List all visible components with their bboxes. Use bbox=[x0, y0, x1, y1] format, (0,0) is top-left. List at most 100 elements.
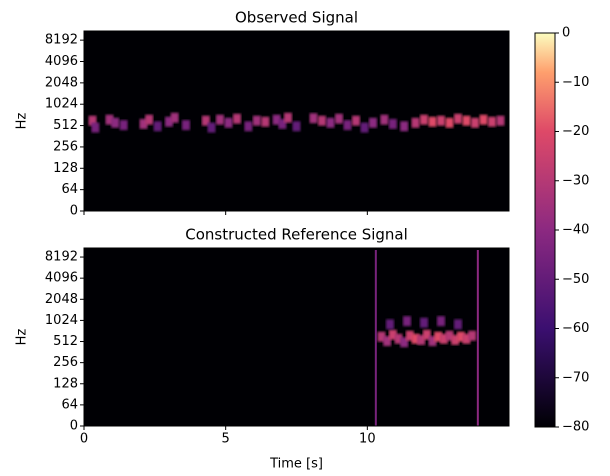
spectrogram-cell bbox=[428, 336, 437, 347]
spectrogram-cell bbox=[318, 115, 326, 126]
plot-frame bbox=[83, 30, 510, 212]
y-tick-label: 64 bbox=[61, 182, 78, 197]
colorbar-tick-label: −10 bbox=[562, 75, 589, 90]
colorbar-tick-label: 0 bbox=[562, 26, 570, 41]
spectrogram-cell bbox=[216, 114, 224, 125]
spectrogram-cell bbox=[388, 329, 397, 340]
spectrogram-cell bbox=[417, 334, 426, 345]
spectrogram-cell bbox=[360, 122, 369, 133]
spectrogram-cell bbox=[111, 117, 120, 128]
click-line bbox=[476, 250, 479, 426]
spectrogram-cell bbox=[91, 122, 100, 133]
spectrogram-cell bbox=[88, 115, 97, 126]
spectrogram-cell bbox=[386, 319, 394, 330]
y-axis-label: Hz bbox=[15, 329, 30, 346]
y-tick-label: 0 bbox=[70, 419, 78, 434]
spectrogram-cell bbox=[369, 117, 377, 128]
spectrogram-cell bbox=[462, 115, 471, 126]
spectrogram-cell bbox=[428, 116, 437, 127]
spectrogram-cell bbox=[479, 114, 488, 125]
y-tick-label: 8192 bbox=[45, 250, 78, 265]
spectrogram-cell bbox=[454, 319, 462, 330]
colorbar-tick-label: −70 bbox=[562, 370, 589, 385]
spectrogram-cell bbox=[439, 333, 448, 344]
spectrogram-cell bbox=[383, 336, 392, 347]
colorbar-tick-label: −60 bbox=[562, 321, 589, 336]
y-tick-label: 512 bbox=[53, 118, 78, 133]
colorbar-tick-label: −20 bbox=[562, 124, 589, 139]
y-tick-label: 1024 bbox=[45, 97, 78, 112]
x-axis-label: Time [s] bbox=[269, 457, 323, 472]
spectrogram-cell bbox=[462, 333, 471, 344]
spectrogram-cell bbox=[420, 317, 428, 328]
spectrogram-cell bbox=[400, 121, 409, 132]
spectrogram-cell bbox=[261, 116, 270, 127]
spectrogram-cell bbox=[284, 112, 292, 123]
spectrogram-cell bbox=[224, 117, 233, 128]
spectrogram-cell bbox=[496, 115, 505, 126]
y-tick-label: 128 bbox=[53, 161, 78, 176]
spectrogram-cell bbox=[468, 330, 477, 341]
spectrogram-cell bbox=[292, 121, 301, 132]
y-tick-label: 128 bbox=[53, 376, 78, 391]
spectrogram-cell bbox=[422, 329, 431, 340]
panel-title: Constructed Reference Signal bbox=[185, 226, 408, 244]
colorbar-tick-label: −30 bbox=[562, 173, 589, 188]
y-tick-label: 1024 bbox=[45, 313, 78, 328]
spectrogram-cell bbox=[437, 115, 445, 126]
y-tick-label: 256 bbox=[53, 139, 78, 154]
spectrogram-cell bbox=[380, 114, 389, 125]
spectrogram-cell bbox=[105, 114, 114, 125]
spectrogram-cell bbox=[153, 121, 162, 132]
x-tick-label: 10 bbox=[359, 432, 376, 447]
spectrogram-cell bbox=[272, 114, 281, 125]
spectrogram-cell bbox=[252, 115, 261, 126]
spectrogram-cell bbox=[434, 331, 443, 342]
y-axis-label: Hz bbox=[15, 113, 30, 130]
y-tick-label: 4096 bbox=[45, 54, 78, 69]
spectrogram-cell bbox=[411, 333, 420, 344]
spectrogram-cell bbox=[309, 113, 318, 124]
spectrogram-cell bbox=[388, 118, 397, 129]
spectrogram-cell bbox=[139, 118, 148, 129]
spectrogram-cell bbox=[145, 114, 154, 125]
spectrogram-cell bbox=[182, 120, 190, 131]
colorbar-tick-label: −80 bbox=[562, 420, 589, 435]
y-tick-label: 4096 bbox=[45, 271, 78, 286]
spectrogram-cell bbox=[326, 117, 335, 128]
spectrogram-cell bbox=[400, 337, 409, 348]
spectrogram-cell bbox=[165, 116, 173, 127]
spectrogram-cell bbox=[201, 115, 210, 126]
panel-title: Observed Signal bbox=[235, 9, 358, 27]
spectrogram-cell bbox=[119, 120, 128, 131]
spectrogram-cell bbox=[394, 333, 403, 344]
spectrogram-cell bbox=[278, 118, 287, 129]
spectrogram-cell bbox=[445, 117, 454, 128]
x-tick-label: 5 bbox=[222, 432, 230, 447]
colorbar bbox=[534, 32, 556, 428]
spectrogram-cell bbox=[454, 113, 462, 124]
spectrogram-cell bbox=[343, 120, 352, 131]
spectrogram-cell bbox=[456, 331, 465, 342]
y-tick-label: 8192 bbox=[45, 33, 78, 48]
y-tick-label: 0 bbox=[70, 204, 78, 219]
y-tick-label: 256 bbox=[53, 355, 78, 370]
y-tick-label: 64 bbox=[61, 397, 78, 412]
colorbar-tick-label: −40 bbox=[562, 223, 589, 238]
spectrogram-cell bbox=[445, 330, 454, 341]
spectrogram-cell bbox=[451, 334, 460, 345]
click-line bbox=[374, 250, 377, 426]
spectrogram-cell bbox=[420, 114, 428, 125]
y-tick-label: 2048 bbox=[45, 75, 78, 90]
spectrogram-cell bbox=[403, 316, 411, 327]
y-tick-label: 2048 bbox=[45, 292, 78, 307]
spectrogram-cell bbox=[377, 331, 386, 342]
colorbar-tick-label: −50 bbox=[562, 272, 589, 287]
spectrogram-cell bbox=[244, 121, 253, 132]
spectrogram-cell bbox=[405, 330, 414, 341]
y-tick-label: 512 bbox=[53, 334, 78, 349]
spectrogram-cell bbox=[411, 117, 420, 128]
spectrogram-cell bbox=[488, 116, 496, 127]
spectrogram-cell bbox=[437, 316, 445, 327]
